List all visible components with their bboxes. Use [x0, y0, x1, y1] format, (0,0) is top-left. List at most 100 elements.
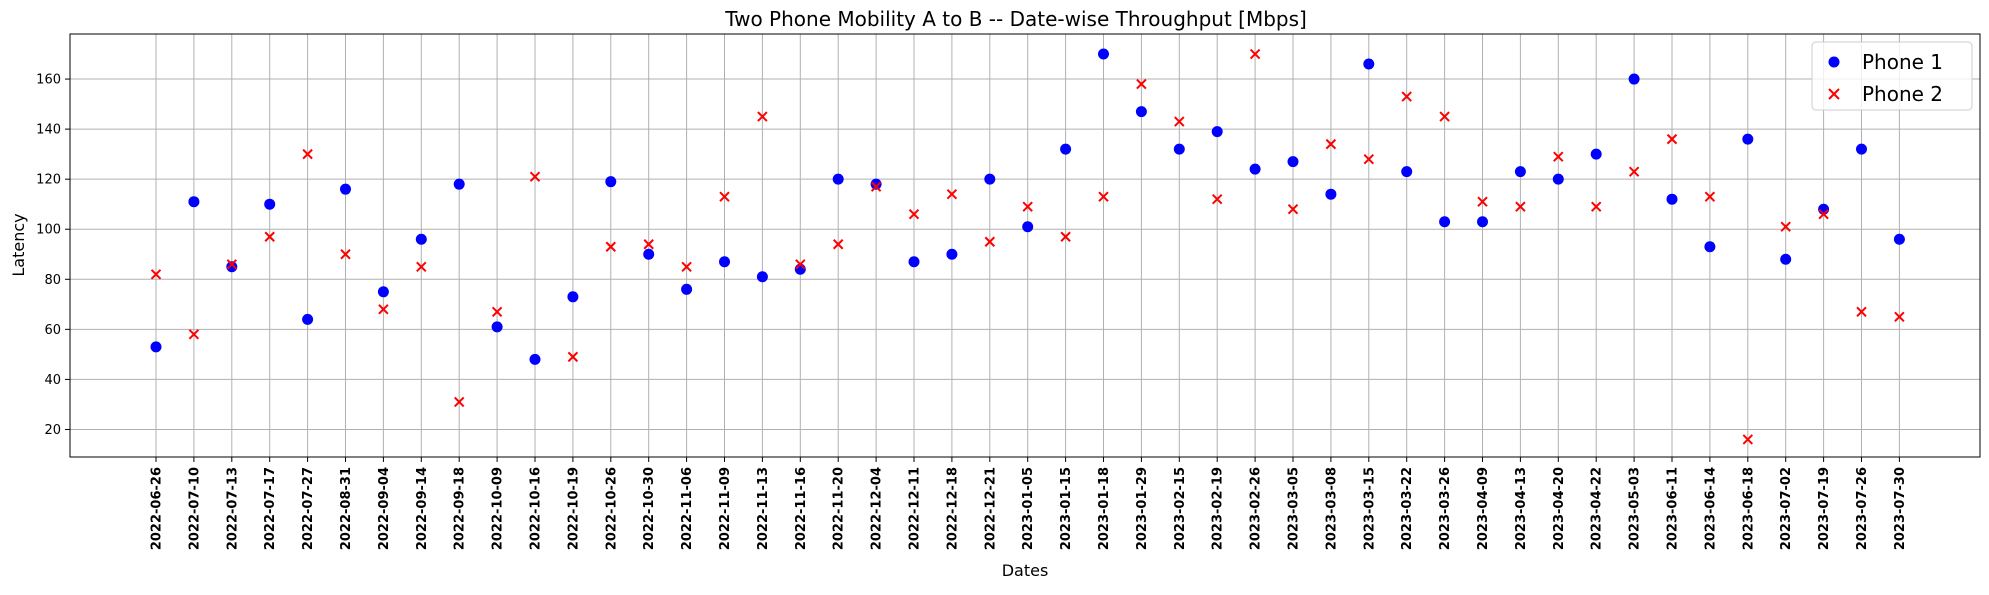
phone-1-point — [870, 178, 882, 190]
x-tick-label: 2023-01-29 — [1135, 467, 1150, 550]
phone-1-point — [1249, 163, 1261, 175]
phone-2-point — [1060, 231, 1071, 242]
phone-2-point — [340, 249, 351, 260]
phone-2-point — [1894, 311, 1905, 323]
phone-1-point — [756, 271, 768, 283]
x-tick-label: 2023-04-20 — [1552, 467, 1567, 550]
phone-1-point — [1135, 106, 1147, 118]
phone-1-point — [453, 178, 465, 190]
phone-2-point — [1590, 201, 1602, 212]
phone-2-point — [1211, 193, 1223, 205]
x-tick-label: 2022-11-06 — [680, 467, 695, 550]
y-tick-label: 20 — [44, 423, 61, 438]
x-tick-label: 2022-07-13 — [225, 467, 240, 550]
x-axis-label: Dates — [1002, 561, 1049, 580]
x-tick-label: 2023-03-22 — [1400, 467, 1415, 550]
x-tick-label: 2022-12-11 — [908, 467, 923, 550]
phone-1-point — [1211, 126, 1223, 138]
phone-1-point — [340, 183, 351, 195]
x-tick-label: 2023-04-13 — [1514, 467, 1529, 550]
x-tick-label: 2023-07-30 — [1893, 467, 1908, 550]
x-tick-label: 2022-09-18 — [453, 467, 468, 550]
legend-marker-phone-2 — [1828, 88, 1840, 100]
phone-2-point — [1363, 153, 1375, 165]
phone-1-point — [643, 248, 655, 260]
phone-1-point — [264, 198, 276, 210]
phone-2-point — [1628, 166, 1640, 177]
x-tick-label: 2022-07-27 — [301, 467, 316, 550]
legend-label-phone-1: Phone 1 — [1862, 50, 1943, 74]
x-tick-label: 2022-11-20 — [832, 467, 847, 550]
phone-2-point — [378, 304, 389, 315]
grid-layer — [70, 34, 1980, 457]
phone-1-point — [226, 261, 238, 273]
phone-1-point — [1022, 221, 1034, 233]
x-tick-label: 2022-10-30 — [642, 467, 657, 550]
phone-1-point — [491, 321, 503, 333]
phone-2-point — [908, 209, 920, 220]
x-tick-label: 2023-06-14 — [1703, 467, 1718, 550]
chart-title: Two Phone Mobility A to B -- Date-wise T… — [724, 7, 1307, 31]
phone-2-point — [1477, 196, 1488, 207]
phone-1-point — [1287, 156, 1299, 168]
x-tick-label: 2023-06-11 — [1666, 467, 1681, 550]
phone-2-point — [1704, 191, 1716, 202]
phone-2-point — [1098, 191, 1109, 202]
phone-2-point — [832, 239, 844, 250]
x-tick-label: 2023-03-15 — [1362, 467, 1377, 550]
phone-2-point — [605, 241, 617, 252]
x-tick-label: 2022-11-09 — [718, 467, 733, 550]
phone-2-point — [757, 111, 768, 122]
phone-2-point — [870, 181, 882, 192]
y-tick-label: 160 — [36, 73, 61, 88]
x-tick-label: 2022-12-21 — [983, 467, 998, 550]
x-tick-label: 2022-07-10 — [187, 467, 202, 550]
x-tick-label: 2022-12-18 — [945, 467, 960, 550]
phone-2-point — [1666, 133, 1678, 145]
phone-2-point — [1515, 201, 1526, 212]
phone-1-point — [605, 176, 617, 188]
phone-1-point — [681, 283, 693, 295]
phone-2-point — [681, 261, 692, 272]
x-tick-label: 2023-04-09 — [1476, 467, 1491, 550]
phone-2-point — [150, 269, 162, 280]
phone-1-point — [1173, 143, 1185, 155]
x-tick-label: 2022-10-09 — [491, 467, 506, 550]
x-tick-label: 2023-04-22 — [1590, 467, 1605, 550]
points-layer — [150, 48, 1905, 445]
phone-2-point — [416, 261, 427, 272]
legend-label-phone-2: Phone 2 — [1862, 82, 1943, 106]
phone-1-point — [1590, 148, 1602, 160]
x-tick-label: 2022-06-26 — [150, 467, 165, 550]
x-tick-label: 2022-07-17 — [263, 467, 278, 550]
x-ticks: 2022-06-26 2022-07-10 2022-07-13 2022-07-17… — [150, 457, 1908, 550]
x-tick-label: 2022-08-31 — [339, 467, 354, 550]
phone-1-point — [415, 233, 427, 245]
phone-2-point — [264, 231, 275, 242]
phone-2-point — [1780, 221, 1791, 232]
phone-1-point — [1401, 166, 1413, 178]
phone-2-point — [1136, 78, 1147, 90]
phone-1-point — [1477, 216, 1488, 228]
phone-1-point — [1514, 166, 1526, 178]
x-tick-label: 2022-10-19 — [566, 467, 581, 550]
phone-1-point — [1098, 48, 1109, 60]
phone-1-point — [188, 196, 200, 208]
x-tick-label: 2023-06-18 — [1741, 467, 1756, 550]
phone-1-point — [1363, 58, 1375, 70]
phone-1-point — [150, 341, 162, 353]
x-tick-label: 2023-07-26 — [1855, 467, 1870, 550]
x-tick-label: 2023-02-15 — [1173, 467, 1188, 550]
x-tick-label: 2023-01-05 — [1021, 467, 1036, 550]
phone-2-point — [302, 148, 313, 160]
phone-2-point — [491, 306, 503, 318]
y-ticks: 20 40 60 80 100 120 140 160 — [36, 73, 70, 438]
phone-2-point — [1287, 204, 1299, 215]
phone-1-point — [908, 256, 920, 268]
x-tick-label: 2023-02-26 — [1249, 467, 1264, 550]
phone-1-point — [1704, 241, 1716, 253]
phone-1-point — [1856, 143, 1867, 155]
phone-2-point — [529, 171, 541, 182]
phone-1-point — [1893, 233, 1905, 245]
